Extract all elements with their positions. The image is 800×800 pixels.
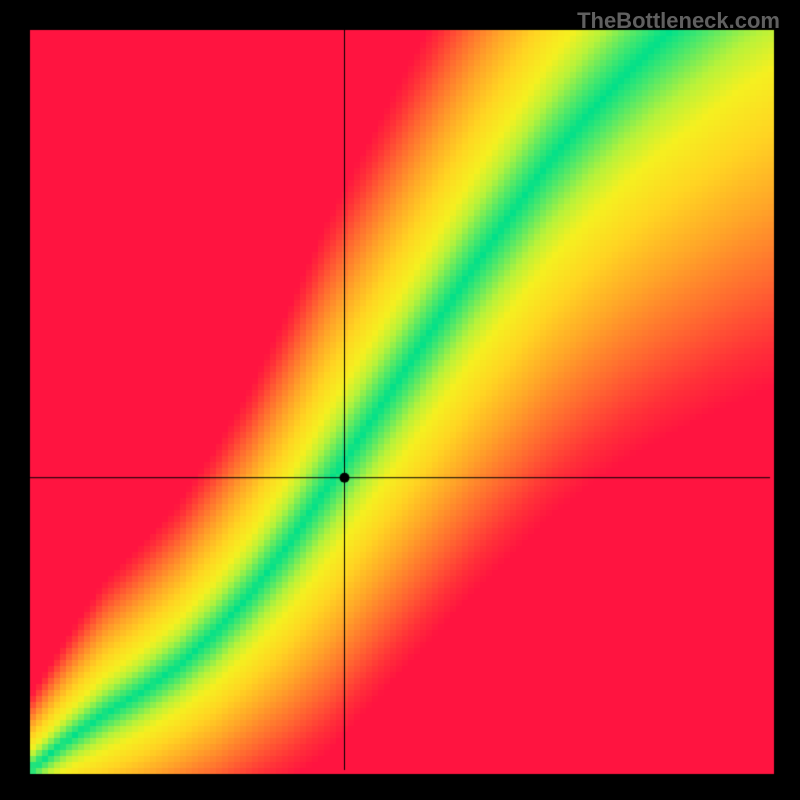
watermark-text: TheBottleneck.com [577,8,780,34]
bottleneck-heatmap [0,0,800,800]
chart-container: TheBottleneck.com [0,0,800,800]
